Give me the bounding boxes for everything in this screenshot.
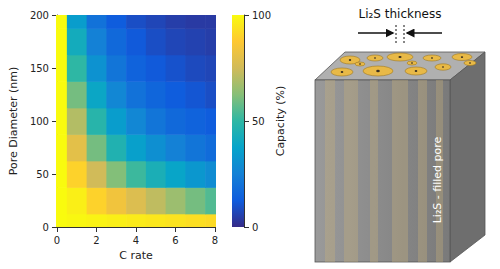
svg-text:4: 4 xyxy=(133,235,139,246)
svg-text:150: 150 xyxy=(30,63,49,74)
svg-text:Capacity (%): Capacity (%) xyxy=(274,86,287,157)
svg-text:0: 0 xyxy=(252,222,258,233)
svg-text:8: 8 xyxy=(212,235,218,246)
svg-text:Li₂S thickness: Li₂S thickness xyxy=(359,7,442,21)
svg-text:C rate: C rate xyxy=(119,249,153,262)
svg-text:100: 100 xyxy=(30,116,49,127)
svg-text:0: 0 xyxy=(54,235,60,246)
svg-text:200: 200 xyxy=(30,10,49,21)
svg-text:6: 6 xyxy=(172,235,178,246)
svg-text:50: 50 xyxy=(36,169,49,180)
svg-text:Li₂S - filled pore: Li₂S - filled pore xyxy=(431,136,444,223)
svg-text:2: 2 xyxy=(93,235,99,246)
svg-text:Pore Diameter (nm): Pore Diameter (nm) xyxy=(7,67,20,176)
svg-text:0: 0 xyxy=(43,222,49,233)
svg-text:100: 100 xyxy=(252,10,271,21)
svg-text:50: 50 xyxy=(252,116,265,127)
